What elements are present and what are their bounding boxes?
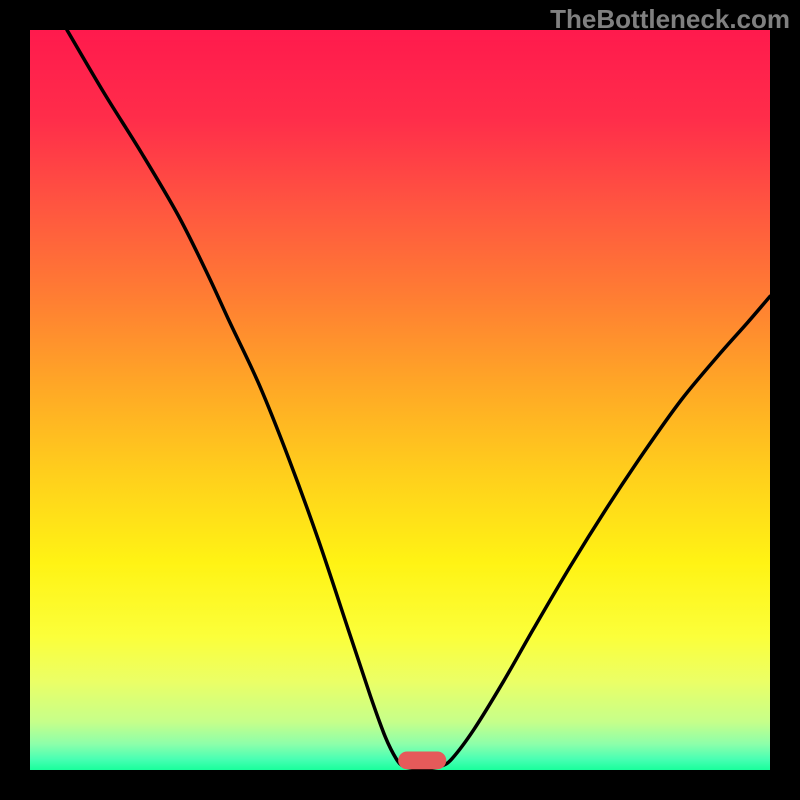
chart-frame: TheBottleneck.com <box>0 0 800 800</box>
gradient-background <box>30 30 770 770</box>
bottleneck-chart <box>0 0 800 800</box>
optimal-marker <box>398 752 446 770</box>
watermark-text: TheBottleneck.com <box>550 4 790 35</box>
